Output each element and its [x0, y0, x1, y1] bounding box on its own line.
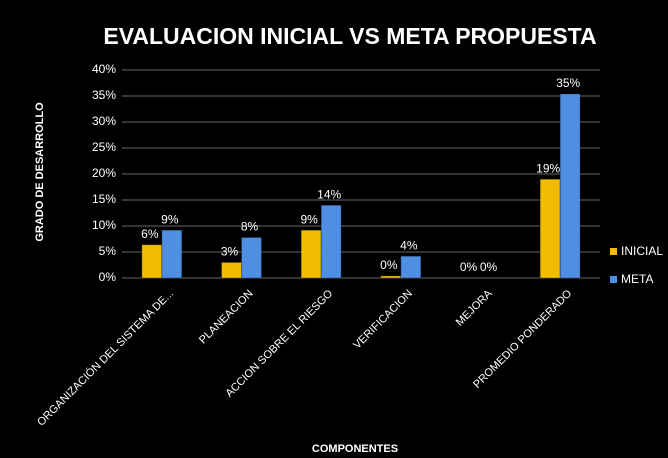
y-tick-label: 10%	[92, 218, 116, 232]
bar	[400, 255, 422, 279]
bar	[539, 178, 561, 279]
y-tick-label: 25%	[92, 140, 116, 154]
x-axis-label: COMPONENTES	[312, 443, 398, 455]
y-tick-label: 30%	[92, 114, 116, 128]
data-label: 0%	[380, 258, 398, 272]
data-label: 14%	[317, 187, 341, 201]
chart-title: EVALUACION INICIAL VS META PROPUESTA	[103, 23, 596, 49]
data-label: 3%	[221, 245, 239, 259]
data-label: 35%	[556, 76, 580, 90]
y-axis-label: GRADO DE DESARROLLO	[34, 102, 46, 242]
bar	[241, 236, 262, 279]
data-label: 19%	[536, 161, 560, 175]
legend-label: INICIAL	[621, 244, 663, 258]
y-tick-label: 15%	[92, 192, 116, 206]
bar	[300, 229, 322, 279]
bar	[320, 204, 342, 279]
data-label: 0%	[460, 260, 478, 274]
y-tick-label: 40%	[92, 62, 116, 76]
y-tick-label: 0%	[99, 270, 117, 284]
data-label: 6%	[141, 227, 159, 241]
data-label: 9%	[161, 212, 179, 226]
data-label: 0%	[480, 260, 498, 274]
data-label: 4%	[400, 238, 418, 252]
legend-swatch	[610, 276, 617, 283]
legend-label: META	[621, 272, 653, 286]
y-tick-label: 20%	[92, 166, 116, 180]
y-tick-label: 5%	[99, 244, 117, 258]
bar	[161, 229, 183, 279]
data-label: 9%	[300, 212, 318, 226]
y-tick-label: 35%	[92, 88, 116, 102]
legend-swatch	[610, 248, 617, 255]
bar	[380, 275, 402, 279]
data-label: 8%	[241, 220, 259, 234]
bar	[141, 244, 163, 279]
bar	[221, 261, 242, 279]
bar	[559, 93, 581, 279]
